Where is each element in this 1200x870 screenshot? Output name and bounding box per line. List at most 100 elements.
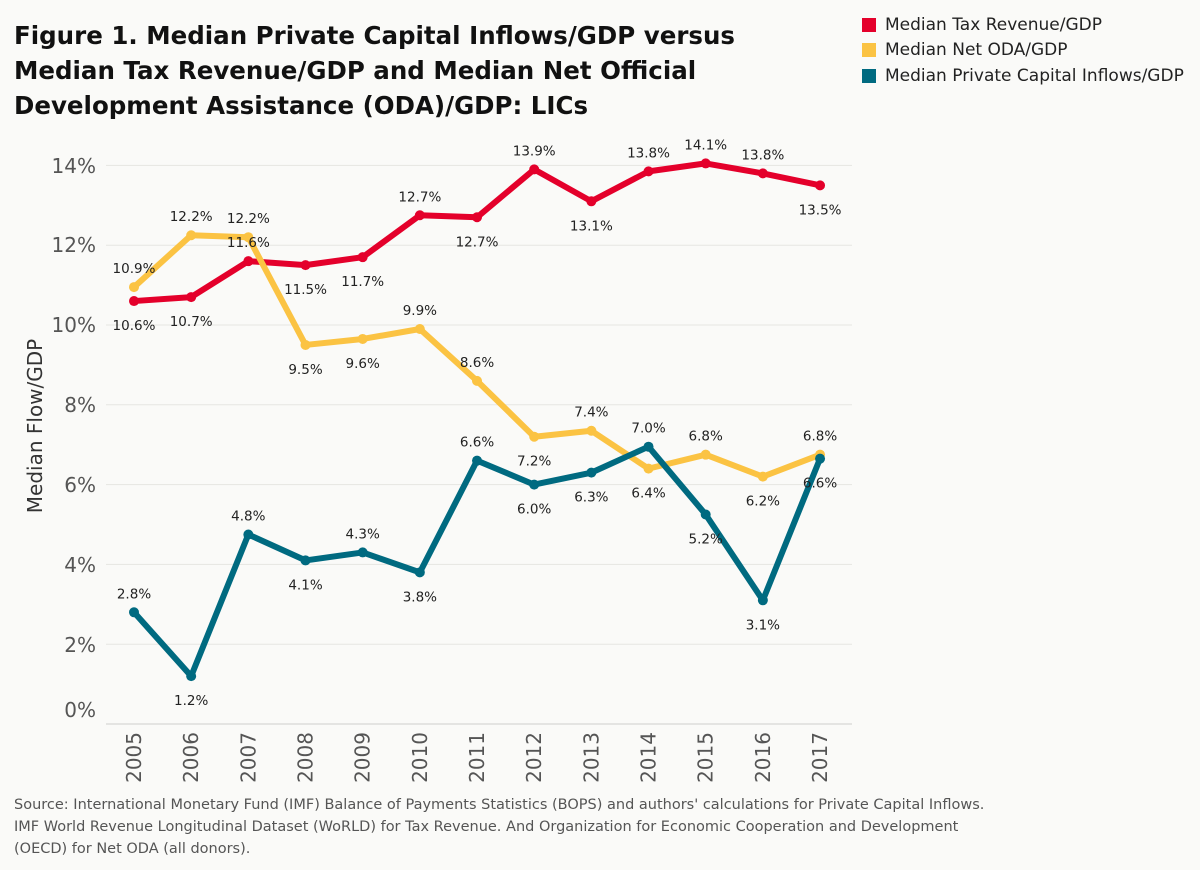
data-label: 11.6% — [227, 235, 270, 251]
data-label: 6.6% — [803, 476, 837, 492]
data-label: 13.9% — [513, 143, 556, 159]
series-line-0 — [131, 160, 824, 305]
data-label: 9.9% — [403, 303, 437, 319]
data-label: 8.6% — [460, 355, 494, 371]
x-tick-label: 2012 — [522, 732, 546, 783]
y-tick-label: 12% — [52, 233, 96, 257]
data-label: 5.2% — [689, 532, 723, 548]
data-point — [300, 555, 311, 566]
x-tick-label: 2011 — [465, 732, 489, 783]
x-tick-label: 2007 — [236, 732, 260, 783]
x-tick-label: 2016 — [751, 732, 775, 783]
series-line-2 — [131, 443, 824, 680]
x-tick-label: 2006 — [179, 732, 203, 783]
legend-label-private-capital: Median Private Capital Inflows/GDP — [885, 65, 1184, 86]
data-label: 6.8% — [803, 429, 837, 445]
data-label: 13.8% — [627, 145, 670, 161]
data-point — [129, 607, 139, 618]
data-point — [300, 339, 311, 350]
data-point — [357, 333, 368, 344]
data-label: 13.1% — [570, 218, 613, 234]
data-point — [586, 467, 597, 478]
data-label: 10.6% — [113, 318, 156, 334]
data-point — [643, 463, 654, 474]
data-point — [529, 164, 540, 175]
data-label: 4.8% — [231, 508, 265, 524]
data-label: 12.2% — [170, 209, 213, 225]
data-point — [357, 252, 368, 263]
legend-item-net-oda: Median Net ODA/GDP — [862, 38, 1184, 64]
legend-swatch-net-oda — [862, 43, 876, 58]
data-point — [643, 166, 654, 177]
data-label: 6.8% — [689, 429, 723, 445]
y-tick-label: 14% — [52, 154, 96, 178]
data-point — [472, 455, 483, 466]
data-point — [472, 375, 483, 386]
data-point — [186, 230, 197, 241]
data-label: 3.1% — [746, 617, 780, 633]
x-tick-label: 2010 — [408, 732, 432, 783]
data-point — [586, 196, 597, 207]
legend: Median Tax Revenue/GDP Median Net ODA/GD… — [862, 12, 1184, 89]
data-point — [186, 671, 197, 682]
data-point — [357, 547, 368, 558]
legend-label-net-oda: Median Net ODA/GDP — [885, 40, 1068, 61]
data-label: 14.1% — [684, 137, 727, 153]
data-label: 7.0% — [631, 421, 665, 437]
data-point — [243, 256, 254, 267]
y-tick-label: 0% — [64, 698, 96, 722]
data-label: 1.2% — [174, 693, 208, 709]
y-tick-label: 6% — [64, 473, 96, 497]
data-labels: 10.6% 10.7% 11.6% 11.5% 11.7% 12.7% 12.7% 13.9%… — [113, 137, 842, 709]
data-point — [529, 479, 540, 490]
data-label: 12.7% — [456, 234, 499, 250]
data-point — [815, 453, 826, 464]
x-tick-label: 2008 — [294, 732, 318, 783]
x-tick-label: 2005 — [122, 732, 146, 783]
data-label: 9.6% — [346, 356, 380, 372]
line-chart: 0% 2% 4% 6% 8% 10% 12% 14% 2005 2006 2007 2008 2009 2… — [23, 137, 852, 783]
data-label: 6.2% — [746, 494, 780, 510]
legend-label-tax-revenue: Median Tax Revenue/GDP — [885, 14, 1102, 35]
data-label: 12.7% — [398, 189, 441, 205]
data-point — [757, 471, 768, 482]
data-label: 12.2% — [227, 211, 270, 227]
data-point — [414, 567, 425, 578]
data-label: 11.7% — [341, 274, 384, 290]
data-point — [586, 425, 597, 436]
data-label: 9.5% — [288, 362, 322, 378]
data-label: 6.4% — [631, 486, 665, 502]
data-label: 4.3% — [346, 526, 380, 542]
data-point — [243, 232, 254, 243]
data-point — [472, 212, 483, 223]
data-point — [243, 529, 254, 540]
x-tick-label: 2015 — [694, 732, 718, 783]
y-tick-label: 4% — [64, 553, 96, 577]
x-tick-label: 2014 — [637, 732, 661, 783]
source-note: Source: International Monetary Fund (IMF… — [14, 797, 985, 857]
data-point — [700, 509, 711, 520]
x-tick-label: 2009 — [351, 732, 375, 783]
data-point — [300, 260, 311, 271]
data-label: 13.8% — [741, 147, 784, 163]
y-tick-label: 10% — [52, 313, 96, 337]
data-label: 11.5% — [284, 282, 327, 298]
data-label: 10.7% — [170, 314, 213, 330]
data-point — [700, 158, 711, 169]
legend-item-private-capital: Median Private Capital Inflows/GDP — [862, 63, 1184, 89]
data-point — [700, 449, 711, 460]
data-point — [757, 168, 768, 179]
data-label: 6.0% — [517, 502, 551, 518]
x-tick-label: 2017 — [808, 732, 832, 783]
grid-lines — [106, 164, 852, 645]
y-axis-title: Median Flow/GDP — [23, 339, 47, 513]
y-tick-label: 8% — [64, 393, 96, 417]
data-label: 6.6% — [460, 435, 494, 451]
data-label: 13.5% — [799, 202, 842, 218]
data-point — [414, 210, 425, 221]
data-point — [186, 292, 197, 303]
data-point — [129, 296, 139, 307]
data-label: 2.8% — [117, 586, 151, 602]
data-label: 10.9% — [113, 261, 156, 277]
data-label: 7.2% — [517, 454, 551, 470]
